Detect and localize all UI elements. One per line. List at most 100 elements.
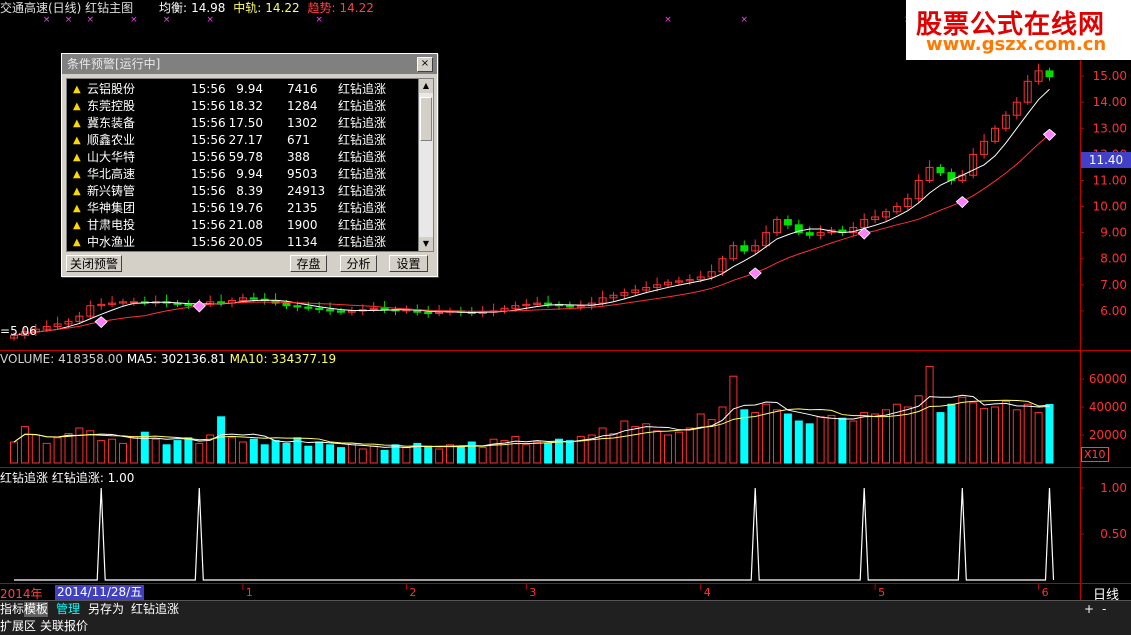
volume-bar xyxy=(435,448,444,464)
alert-row[interactable]: ▲ 冀东装备 15:56 17.50 1302 红钻追涨 xyxy=(67,115,417,132)
alert-price: 18.32 xyxy=(228,99,263,113)
alert-row[interactable]: ▲ 中水渔业 15:56 20.05 1134 红钻追涨 xyxy=(67,234,417,251)
volume-bar xyxy=(402,447,411,464)
tab-save-as[interactable]: 另存为 xyxy=(88,602,125,616)
candle xyxy=(892,206,901,213)
tab-indicator[interactable]: 指标 xyxy=(0,602,25,616)
candle xyxy=(184,303,193,307)
volume-bar xyxy=(282,442,291,464)
volume-bar xyxy=(129,435,138,464)
tab-template[interactable]: 模板 xyxy=(24,602,49,617)
volume-bar xyxy=(53,437,62,464)
volume-bar xyxy=(707,419,716,464)
trend-value: 14.22 xyxy=(339,1,374,15)
volume-bar xyxy=(391,444,400,464)
volume-bar xyxy=(511,435,520,464)
price-tick-label: 9.00 xyxy=(1100,226,1127,240)
arrow-up-icon: ▲ xyxy=(73,237,81,248)
mid-value: 14.22 xyxy=(265,1,300,15)
volume-bar xyxy=(86,430,95,464)
volume-bar xyxy=(653,430,662,464)
alert-dialog: 条件预警[运行中] × ▲ 云铝股份 15:56 9.94 7416 红钻追涨 ▲ 东莞控股 1… xyxy=(61,53,438,277)
alert-volume: 7416 xyxy=(287,82,318,96)
signal-polyline xyxy=(14,487,1055,581)
candle xyxy=(936,166,945,174)
volume-bar xyxy=(64,433,73,464)
candle xyxy=(849,226,858,234)
alert-volume: 1302 xyxy=(287,116,318,130)
ma-label: 均衡: xyxy=(159,1,188,15)
alert-price: 17.50 xyxy=(228,116,263,130)
tab-manage[interactable]: 管理 xyxy=(56,602,81,616)
alert-row[interactable]: ▲ 甘肃电投 15:56 21.08 1900 红钻追涨 xyxy=(67,217,417,234)
status-related-quote[interactable]: 关联报价 xyxy=(40,619,89,633)
candle xyxy=(653,284,662,288)
volume-bar xyxy=(980,407,989,464)
volume-bar xyxy=(696,413,705,464)
settings-button[interactable]: 设置 xyxy=(389,255,428,272)
alert-row[interactable]: ▲ 华北高速 15:56 9.94 9503 红钻追涨 xyxy=(67,166,417,183)
price-tick-label: 6.00 xyxy=(1100,304,1127,318)
red-diamond-icon xyxy=(748,267,762,280)
watermark-title: 股票公式在线网 xyxy=(916,10,1106,40)
alert-row[interactable]: ▲ 云铝股份 15:56 9.94 7416 红钻追涨 xyxy=(67,81,417,98)
candle xyxy=(97,303,106,307)
volume-bar xyxy=(217,416,226,464)
alert-row[interactable]: ▲ 顺鑫农业 15:56 27.17 671 红钻追涨 xyxy=(67,132,417,149)
close-alert-button[interactable]: 关闭预警 xyxy=(66,255,122,272)
alert-signal: 红钻追涨 xyxy=(338,82,387,96)
volume-label: VOLUME: 418358.00 xyxy=(0,352,123,366)
alert-price: 19.76 xyxy=(228,201,263,215)
volume-tick-label: 60000 xyxy=(1089,372,1127,386)
dialog-titlebar[interactable]: 条件预警[运行中] × xyxy=(62,54,437,74)
status-expand[interactable]: 扩展区 xyxy=(0,619,37,633)
analyze-button[interactable]: 分析 xyxy=(340,255,377,272)
tab-red-diamond[interactable]: 红钻追涨 xyxy=(131,602,180,616)
volume-bar xyxy=(620,420,629,464)
candle xyxy=(805,232,814,236)
ma-white-line xyxy=(13,88,1050,336)
period-label[interactable]: 日线 xyxy=(1092,588,1119,603)
candle xyxy=(42,326,51,330)
save-button[interactable]: 存盘 xyxy=(290,255,327,272)
volume-bar xyxy=(958,396,967,464)
volume-bar xyxy=(10,441,18,464)
scroll-up-icon[interactable]: ▲ xyxy=(419,79,433,93)
stock-name: 云铝股份 xyxy=(87,82,136,96)
candle xyxy=(980,140,989,155)
stock-name: 东莞控股 xyxy=(87,99,136,113)
red-diamond-icon xyxy=(1042,128,1057,141)
volume-bar xyxy=(642,423,651,464)
volume-scale-badge[interactable]: X10 xyxy=(1081,447,1109,462)
volume-bar xyxy=(936,412,945,464)
volume-bar xyxy=(456,445,465,464)
volume-bar xyxy=(740,409,749,464)
alert-row[interactable]: ▲ 新兴铸管 15:56 8.39 24913 红钻追涨 xyxy=(67,183,417,200)
candle xyxy=(304,306,313,309)
low-price-value: 5.06 xyxy=(10,324,37,338)
scroll-thumb[interactable] xyxy=(420,97,432,141)
alert-scrollbar[interactable]: ▲ ▼ xyxy=(418,78,434,252)
candle xyxy=(64,320,73,325)
alert-signal: 红钻追涨 xyxy=(338,150,387,164)
signal-mark: × xyxy=(206,15,214,25)
alert-row[interactable]: ▲ 华神集团 15:56 19.76 2135 红钻追涨 xyxy=(67,200,417,217)
candle xyxy=(740,245,749,252)
volume-bar xyxy=(467,441,476,464)
candle xyxy=(369,307,378,311)
volume-bar xyxy=(1023,403,1032,464)
zoom-in-button[interactable]: + xyxy=(1084,602,1095,616)
month-label: 3 xyxy=(529,586,536,599)
zoom-out-button[interactable]: - xyxy=(1102,602,1107,616)
stock-name: 中水渔业 xyxy=(87,235,136,249)
alert-row[interactable]: ▲ 山大华特 15:56 59.78 388 红钻追涨 xyxy=(67,149,417,166)
candle xyxy=(598,297,607,304)
candle xyxy=(783,219,792,226)
alert-row[interactable]: ▲ 东莞控股 15:56 18.32 1284 红钻追涨 xyxy=(67,98,417,115)
scroll-down-icon[interactable]: ▼ xyxy=(419,237,433,251)
alert-signal: 红钻追涨 xyxy=(338,133,387,147)
moving-average-lines xyxy=(13,88,1050,336)
volume-bar xyxy=(587,434,596,464)
volume-bar xyxy=(849,420,858,464)
close-icon[interactable]: × xyxy=(417,57,433,72)
